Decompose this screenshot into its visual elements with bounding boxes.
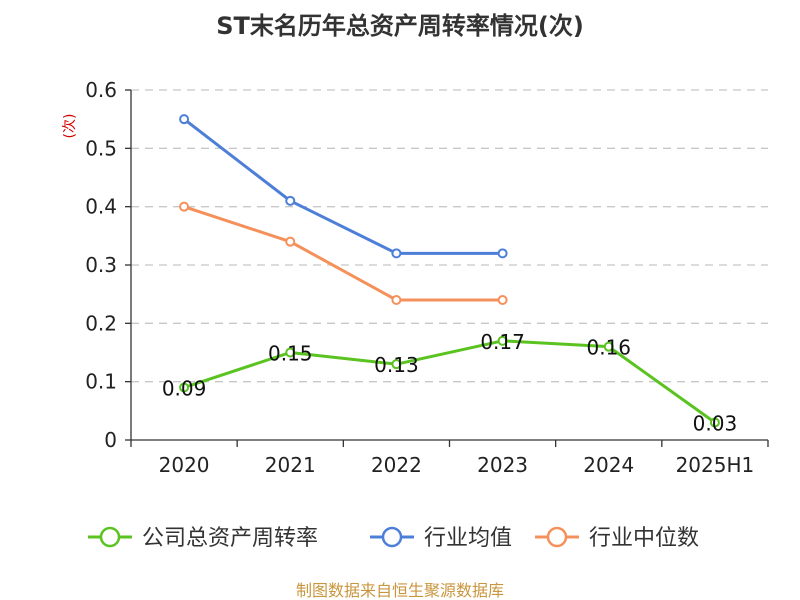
y-tick-label: 0.2: [85, 311, 117, 335]
source-note: 制图数据来自恒生聚源数据库: [296, 581, 504, 600]
x-tick-label: 2025H1: [676, 453, 755, 477]
data-point: [179, 114, 190, 125]
legend-label: 行业中位数: [589, 526, 699, 551]
legend-label: 公司总资产周转率: [142, 526, 318, 551]
data-point: [497, 295, 508, 305]
legend-marker: [381, 526, 403, 548]
x-tick-label: 2021: [265, 453, 316, 477]
data-label: 0.16: [586, 336, 631, 360]
data-label: 0.13: [374, 353, 419, 377]
x-tick-label: 2022: [371, 453, 422, 477]
legend-item[interactable]: 行业均值: [370, 526, 512, 551]
chart-title: ST末名历年总资产周转率情况(次): [216, 12, 584, 40]
x-tick-label: 2020: [159, 453, 210, 477]
y-tick-label: 0.3: [85, 253, 117, 277]
series-0: 0.09 0.15 0.13 0.17 0.16 0.03: [162, 330, 737, 436]
series-layer: 0.09 0.15 0.13 0.17 0.16 0.03: [162, 114, 737, 436]
legend-label: 行业均值: [424, 526, 512, 551]
data-point: [497, 248, 508, 259]
data-point: [391, 359, 402, 370]
data-point: [285, 236, 296, 247]
data-point: [179, 201, 190, 212]
x-tick-label: 2024: [583, 453, 634, 477]
data-label: 0.03: [693, 412, 738, 436]
y-tick-label: 0.5: [85, 136, 117, 160]
grid-lines: [131, 89, 768, 383]
data-point: [391, 248, 402, 259]
series-line: [183, 205, 503, 302]
series-2: [179, 201, 508, 305]
x-tick-label: 2023: [477, 453, 528, 477]
data-point: [285, 347, 296, 358]
data-point: [497, 335, 508, 346]
data-point: [179, 382, 190, 393]
axes: 0 0.1 0.2 0.3 0.4 0.5 0.6 2020 2021 2022 2023 2024 2…: [85, 78, 769, 477]
y-tick-label: 0.4: [85, 195, 117, 219]
data-point: [603, 341, 614, 352]
legend-marker: [546, 526, 568, 548]
data-label: 0.09: [162, 377, 207, 401]
y-axis-label: (次): [62, 114, 78, 139]
data-point: [709, 417, 720, 428]
legend[interactable]: 公司总资产周转率 行业均值 行业中位数: [88, 526, 699, 551]
series-line: [183, 339, 716, 424]
legend-marker: [99, 526, 121, 548]
data-label: 0.17: [480, 330, 525, 354]
series-1: [179, 114, 508, 259]
series-line: [183, 117, 503, 255]
data-point: [285, 195, 296, 206]
legend-item[interactable]: 行业中位数: [535, 526, 699, 551]
legend-item[interactable]: 公司总资产周转率: [88, 526, 318, 551]
y-tick-label: 0.6: [85, 78, 117, 102]
y-tick-label: 0.1: [85, 370, 117, 394]
data-point: [391, 295, 402, 305]
data-label: 0.15: [268, 342, 313, 366]
y-tick-label: 0: [104, 428, 117, 452]
